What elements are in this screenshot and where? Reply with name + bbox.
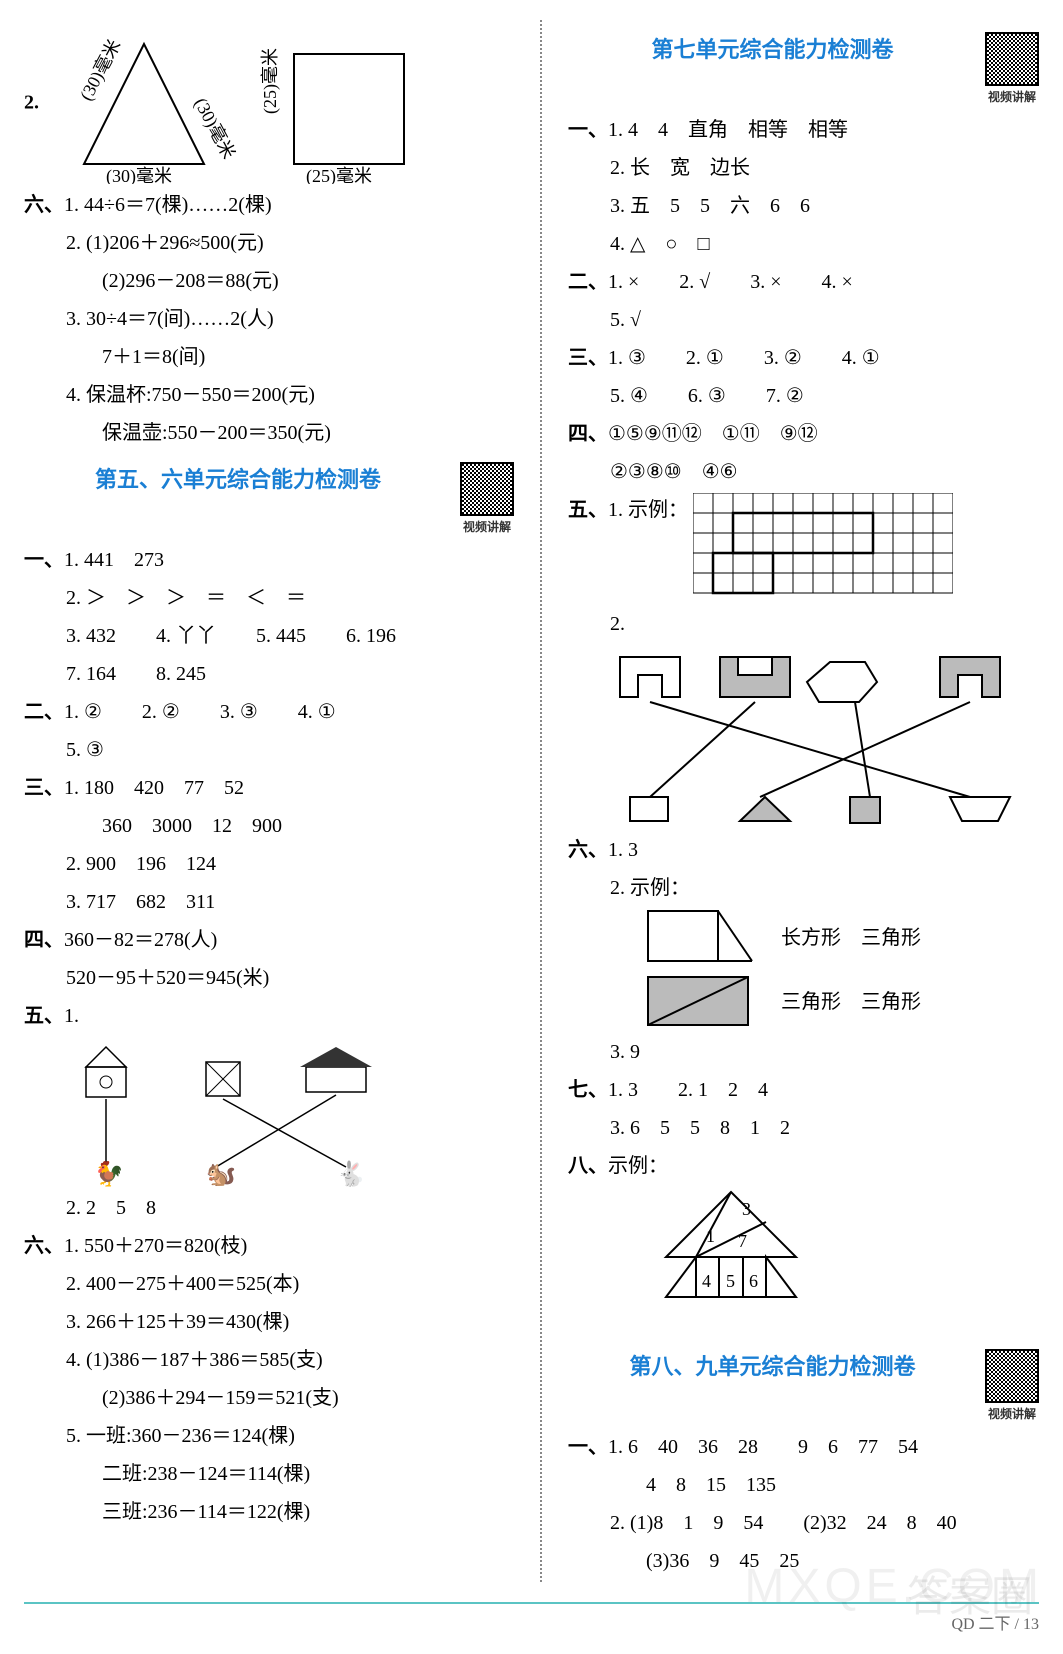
l-s1-1: 一、1. 441 273 <box>24 543 514 577</box>
sq-h-label: (25)毫米 <box>306 166 372 184</box>
l-s1-7: 7. 164 8. 245 <box>24 657 514 691</box>
qr-block-3: 视频讲解 <box>985 1349 1039 1422</box>
l-s6-4a: 4. (1)386－187＋386＝585(支) <box>24 1343 514 1377</box>
tri-base-label: (30)毫米 <box>106 166 172 184</box>
l-s3-3: 3. 717 682 311 <box>24 885 514 919</box>
r-s5-2: 2. <box>568 607 1039 641</box>
qr-icon <box>460 462 514 516</box>
heading-89: 第八、九单元综合能力检测卷 视频讲解 <box>568 1349 1039 1422</box>
q2-shapes: 2. (30)毫米 (30)毫米 (30)毫米 (25)毫米 (25)毫米 <box>24 24 514 184</box>
l-s6-4b: (2)386＋294－159＝521(支) <box>24 1381 514 1415</box>
svg-text:🐿️: 🐿️ <box>206 1162 236 1187</box>
svg-text:🐓: 🐓 <box>94 1160 124 1187</box>
grid-example <box>693 493 953 603</box>
l-s6-3: 3. 266＋125＋39＝430(棵) <box>24 1305 514 1339</box>
matching-diagram: 🐓 🐿️ 🐇 <box>24 1037 514 1187</box>
sec6-1: 六、1. 44÷6＝7(棵)……2(棵) <box>24 188 514 222</box>
r-s6-2: 2. 示例： <box>568 871 1039 905</box>
tri-right-label: (30)毫米 <box>190 94 240 162</box>
r89-2a: 2. (1)8 1 9 54 (2)32 24 8 40 <box>568 1506 1039 1540</box>
sec6-4b: 保温壶:550－200＝350(元) <box>24 416 514 450</box>
sec6-2a: 2. (1)206＋296≈500(元) <box>24 226 514 260</box>
house-n0: 3 <box>742 1199 751 1219</box>
page-footer: QD 二下 / 13 <box>24 1602 1039 1634</box>
l-s5-1: 五、1. <box>24 999 514 1033</box>
r-s6-1: 六、1. 3 <box>568 833 1039 867</box>
r-s1-2: 2. 长 宽 边长 <box>568 151 1039 185</box>
sec6-2b: (2)296－208＝88(元) <box>24 264 514 298</box>
heading-7: 第七单元综合能力检测卷 视频讲解 <box>568 32 1039 105</box>
r89-1a: 一、1. 6 40 36 28 9 6 77 54 <box>568 1430 1039 1464</box>
l-s6-1: 六、1. 550＋270＝820(枝) <box>24 1229 514 1263</box>
l-s4-b: 520－95＋520＝945(米) <box>24 961 514 995</box>
house-n1: 1 <box>706 1226 715 1246</box>
qr-caption: 视频讲解 <box>985 1405 1039 1422</box>
l-s6-2: 2. 400－275＋400＝525(本) <box>24 1267 514 1301</box>
house-n3: 4 <box>702 1271 711 1291</box>
heading-56: 第五、六单元综合能力检测卷 视频讲解 <box>24 462 514 535</box>
r-s8: 八、示例： <box>568 1149 1039 1183</box>
r-s1-4: 4. △ ○ □ <box>568 227 1039 261</box>
l-s6-5a: 5. 一班:360－236＝124(棵) <box>24 1419 514 1453</box>
l-s6-5b: 二班:238－124＝114(棵) <box>24 1457 514 1491</box>
house-n5: 6 <box>749 1271 758 1291</box>
r89-1b: 4 8 15 135 <box>568 1468 1039 1502</box>
r-s7-3: 3. 6 5 5 8 1 2 <box>568 1111 1039 1145</box>
r89-2b: (3)36 9 45 25 <box>568 1544 1039 1578</box>
shape-matching <box>610 647 1039 827</box>
triangle-square-diagram: (30)毫米 (30)毫米 (30)毫米 (25)毫米 (25)毫米 <box>44 24 474 184</box>
r-s7-1: 七、1. 3 2. 1 2 4 <box>568 1073 1039 1107</box>
qr-icon <box>985 1349 1039 1403</box>
column-divider <box>540 20 542 1582</box>
r-s3-1: 三、1. ③ 2. ① 3. ② 4. ① <box>568 341 1039 375</box>
qr-icon <box>985 32 1039 86</box>
sec6-4a: 4. 保温杯:750－550＝200(元) <box>24 378 514 412</box>
l-s3-2: 2. 900 196 124 <box>24 847 514 881</box>
qr-caption: 视频讲解 <box>985 88 1039 105</box>
r-s1-1: 一、1. 4 4 直角 相等 相等 <box>568 113 1039 147</box>
r-s2-1: 二、1. × 2. √ 3. × 4. × <box>568 265 1039 299</box>
l-s6-5c: 三班:236－114＝122(棵) <box>24 1495 514 1529</box>
sec6-3b: 7＋1＝8(间) <box>24 340 514 374</box>
r-s1-3: 3. 五 5 5 六 6 6 <box>568 189 1039 223</box>
sec6-3a: 3. 30÷4＝7(间)……2(人) <box>24 302 514 336</box>
house-n2: 7 <box>738 1231 747 1251</box>
l-s3-1b: 360 3000 12 900 <box>24 809 514 843</box>
house-number-diagram: 3 1 7 4 5 6 <box>568 1187 1039 1337</box>
r-s2-2: 5. √ <box>568 303 1039 337</box>
r-s4-1: 四、①⑤⑨⑪⑫ ①⑪ ⑨⑫ <box>568 417 1039 451</box>
rect-tri-2: 三角形 三角形 <box>568 975 1039 1031</box>
r-s5-1: 五、1. 示例： <box>568 493 1039 603</box>
l-s2-2: 5. ③ <box>24 733 514 767</box>
l-s1-2: 2. ＞ ＞ ＞ ＝ ＜ ＝ <box>24 581 514 615</box>
sq-v-label: (25)毫米 <box>260 48 281 114</box>
l-s1-3: 3. 432 4. 丫丫 5. 445 6. 196 <box>24 619 514 653</box>
r-s3-2: 5. ④ 6. ③ 7. ② <box>568 379 1039 413</box>
r-s4-2: ②③⑧⑩ ④⑥ <box>568 455 1039 489</box>
l-s3-1a: 三、1. 180 420 77 52 <box>24 771 514 805</box>
rect-tri-1: 长方形 三角形 <box>568 909 1039 969</box>
qr-block-2: 视频讲解 <box>985 32 1039 105</box>
svg-text:🐇: 🐇 <box>336 1160 366 1187</box>
qr-caption: 视频讲解 <box>460 518 514 535</box>
r-s6-3: 3. 9 <box>568 1035 1039 1069</box>
l-s5-2: 2. 2 5 8 <box>24 1191 514 1225</box>
l-s2-1: 二、1. ② 2. ② 3. ③ 4. ① <box>24 695 514 729</box>
qr-block: 视频讲解 <box>460 462 514 535</box>
house-n4: 5 <box>726 1271 735 1291</box>
l-s4-a: 四、360－82＝278(人) <box>24 923 514 957</box>
